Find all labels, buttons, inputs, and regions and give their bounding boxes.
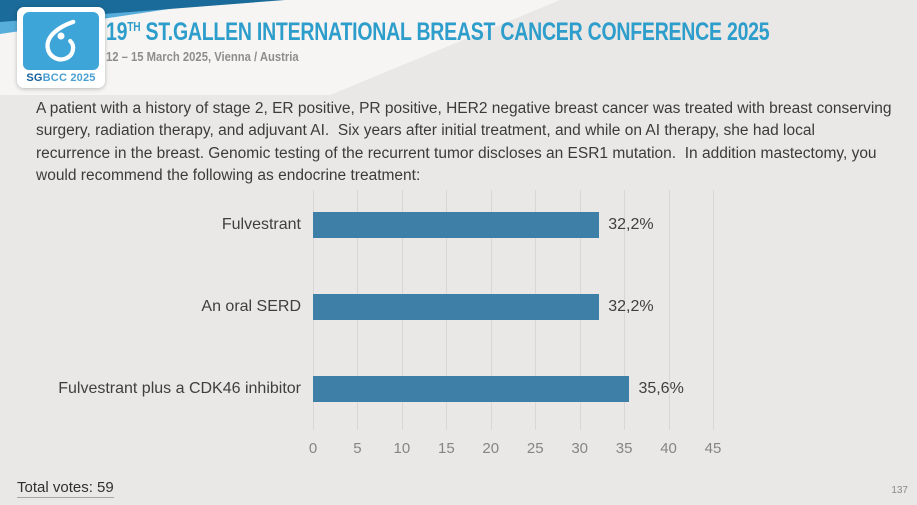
conference-title: 19TH ST.GALLEN INTERNATIONAL BREAST CANC… [106, 18, 770, 46]
header: SGBCC 2025 19TH ST.GALLEN INTERNATIONAL … [0, 0, 917, 95]
breast-ribbon-icon [45, 19, 76, 62]
chart-bar-row: Fulvestrant plus a CDK46 inhibitor 35,6% [58, 348, 713, 430]
sgbcc-logo: SGBCC 2025 [17, 7, 105, 88]
sgbcc-logo-text: SGBCC 2025 [26, 72, 96, 84]
gridline [713, 190, 714, 430]
x-axis-tick: 15 [437, 440, 455, 457]
chart-plot: 0 5 10 15 20 25 30 35 40 45 Fulvestrant 32,2% An ora… [58, 184, 721, 457]
sgbcc-logo-icon [23, 12, 99, 70]
slide-page-number: 137 [891, 485, 908, 496]
x-axis-tick: 25 [526, 440, 544, 457]
conference-dates: 12 – 15 March 2025, Vienna / Austria [106, 50, 299, 64]
category-label: Fulvestrant [221, 216, 301, 233]
x-axis-tick: 30 [571, 440, 588, 457]
bar [313, 294, 600, 320]
x-axis-tick: 10 [393, 440, 411, 457]
x-axis-tick: 20 [482, 440, 500, 457]
chart-bar-row: Fulvestrant 32,2% [222, 184, 713, 266]
conference-title-block: 19TH ST.GALLEN INTERNATIONAL BREAST CANC… [106, 18, 917, 66]
x-axis-tick: 45 [704, 440, 722, 457]
category-label: Fulvestrant plus a CDK46 inhibitor [58, 380, 301, 397]
x-axis-tick: 0 [308, 440, 318, 457]
chart-bar-row: An oral SERD 32,2% [201, 266, 713, 348]
x-axis-tick: 35 [615, 440, 633, 457]
poll-question-text: A patient with a history of stage 2, ER … [36, 100, 896, 184]
value-label: 35,6% [638, 380, 684, 397]
total-votes-label: Total votes: 59 [17, 479, 114, 498]
bar [313, 376, 630, 402]
category-label: An oral SERD [201, 298, 301, 315]
value-label: 32,2% [608, 298, 654, 315]
x-axis-tick: 5 [353, 440, 362, 457]
gridline [624, 190, 626, 430]
value-label: 32,2% [608, 216, 654, 233]
gridline [668, 190, 670, 430]
bar [313, 212, 600, 238]
x-axis-tick: 40 [660, 440, 677, 457]
